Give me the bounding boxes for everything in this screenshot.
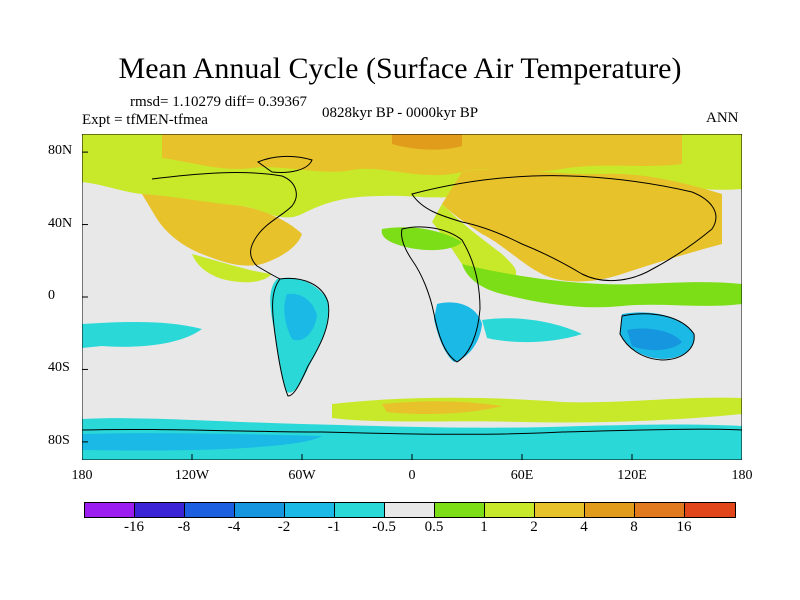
anomaly-region [82, 418, 742, 460]
colorbar-swatch [385, 503, 435, 517]
colorbar-label: 1 [480, 519, 488, 535]
colorbar [84, 502, 736, 518]
lon-label: 120W [174, 468, 210, 483]
anomaly-region [192, 254, 272, 283]
colorbar-swatch [185, 503, 235, 517]
anomaly-region [442, 169, 722, 282]
lon-label: 0 [408, 468, 416, 483]
anomaly-region [284, 293, 317, 341]
lon-label: 180 [71, 468, 93, 483]
colorbar-label: -2 [277, 519, 291, 535]
colorbar-swatch [135, 503, 185, 517]
coastlines [82, 155, 742, 435]
colorbar-swatch [685, 503, 735, 517]
colorbar-label: -16 [124, 519, 144, 535]
period-label: 0828kyr BP - 0000kyr BP [322, 105, 479, 121]
anomaly-region [382, 401, 502, 414]
anomaly-region [82, 433, 322, 451]
lat-label: 80S [48, 432, 70, 448]
colorbar-label: -8 [177, 519, 191, 535]
colorbar-label: -1 [327, 519, 341, 535]
season-label: ANN [706, 110, 739, 126]
lon-label: 60W [288, 468, 316, 483]
anomaly-region [627, 328, 682, 351]
lat-label: 40S [48, 360, 70, 376]
lat-label: 80N [48, 143, 73, 159]
colorbar-label: 0.5 [424, 519, 444, 535]
colorbar-label: -0.5 [372, 519, 396, 535]
lon-label: 120E [617, 468, 647, 483]
colorbar-swatch [235, 503, 285, 517]
lat-label: 40N [48, 215, 73, 231]
colorbar-swatch [435, 503, 485, 517]
colorbar-swatch [335, 503, 385, 517]
colorbar-swatch [85, 503, 135, 517]
lon-label: 60E [510, 468, 534, 483]
anomaly-region [162, 134, 682, 176]
rmsd-diff-stats: rmsd= 1.10279 diff= 0.39367 [130, 94, 308, 110]
colorbar-swatch [285, 503, 335, 517]
colorbar-label: 16 [676, 519, 692, 535]
chart-title: Mean Annual Cycle (Surface Air Temperatu… [118, 52, 682, 85]
experiment-label: Expt = tfMEN-tfmea [82, 112, 208, 128]
anomaly-region [82, 321, 202, 348]
colorbar-label: -4 [227, 519, 241, 535]
anomaly-region [432, 204, 517, 281]
lat-label: 0 [48, 288, 55, 303]
colorbar-swatch [585, 503, 635, 517]
anomaly-region [482, 318, 582, 343]
anomaly-region [142, 194, 302, 266]
colorbar-swatch [635, 503, 685, 517]
colorbar-label: 4 [580, 519, 588, 535]
anomaly-region [392, 134, 462, 150]
colorbar-swatch [535, 503, 585, 517]
anomaly-region [462, 264, 742, 308]
lon-label: 180 [731, 468, 753, 483]
temperature-anomaly-map [82, 134, 742, 460]
colorbar-label: 2 [530, 519, 538, 535]
colorbar-label: 8 [630, 519, 638, 535]
colorbar-swatch [485, 503, 535, 517]
